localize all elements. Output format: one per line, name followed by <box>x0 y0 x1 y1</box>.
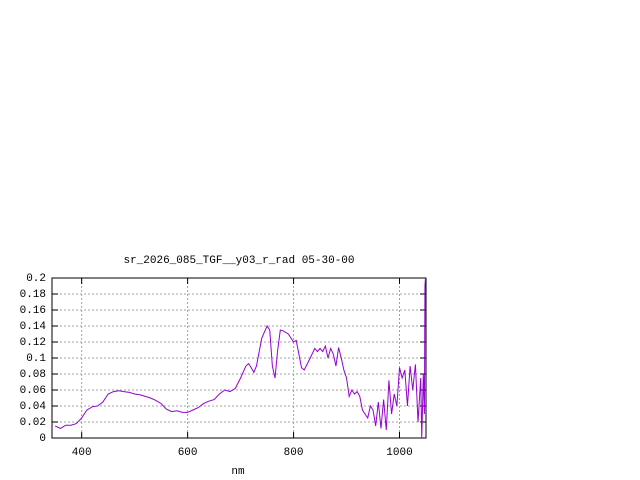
plot-frame <box>51 277 427 439</box>
y-tick-label: 0 <box>39 433 46 445</box>
y-tick-label: 0.18 <box>20 289 46 301</box>
y-tick-label: 0.16 <box>20 305 46 317</box>
y-tick-label: 0.04 <box>20 401 47 413</box>
y-tick-label: 0.08 <box>20 369 46 381</box>
data-line <box>54 277 426 439</box>
x-tick-label: 600 <box>178 447 198 459</box>
x-axis-label: nm <box>231 466 245 478</box>
y-tick-label: 0.2 <box>26 273 46 285</box>
y-tick-label: 0.14 <box>20 321 47 333</box>
x-tick-label: 800 <box>284 447 304 459</box>
y-tick-label: 0.06 <box>20 385 46 397</box>
x-tick-label: 400 <box>72 447 92 459</box>
y-tick-label: 0.12 <box>20 337 46 349</box>
y-tick-label: 0.1 <box>26 353 46 365</box>
x-tick-label: 1000 <box>386 447 412 459</box>
chart-title: sr_2026_085_TGF__y03_r_rad 05-30-00 <box>123 255 354 267</box>
y-tick-label: 0.02 <box>20 417 46 429</box>
